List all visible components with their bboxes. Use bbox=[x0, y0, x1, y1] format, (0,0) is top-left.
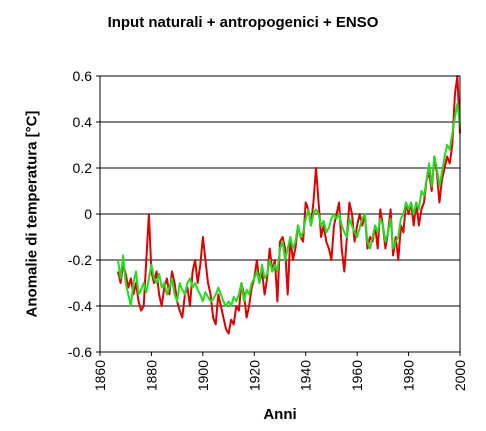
x-tick-label: 1880 bbox=[143, 360, 159, 391]
x-tick-label: 1940 bbox=[298, 360, 314, 391]
series-line-green bbox=[117, 102, 461, 307]
y-axis-ticks: 0.6 0.4 0.2 0 -0.2 -0.4 -0.6 bbox=[68, 68, 100, 360]
x-axis-label: Anni bbox=[263, 406, 297, 423]
y-tick-label: -0.4 bbox=[68, 298, 92, 314]
series-line-red bbox=[117, 75, 461, 335]
y-tick-label: 0.6 bbox=[73, 68, 93, 84]
x-tick-label: 2000 bbox=[452, 360, 468, 391]
x-tick-label: 1860 bbox=[92, 360, 108, 391]
x-tick-label: 1980 bbox=[401, 360, 417, 391]
y-tick-label: -0.2 bbox=[68, 252, 92, 268]
y-tick-label: 0.2 bbox=[73, 160, 93, 176]
plot-frame bbox=[99, 75, 461, 353]
x-axis-ticks: 1860 1880 1900 1920 1940 1960 1980 2000 bbox=[92, 352, 468, 391]
x-tick-label: 1900 bbox=[195, 360, 211, 391]
y-tick-label: 0.4 bbox=[73, 114, 93, 130]
x-tick-label: 1920 bbox=[246, 360, 262, 391]
data-series bbox=[117, 75, 461, 335]
x-tick-label: 1960 bbox=[349, 360, 365, 391]
y-tick-label: -0.6 bbox=[68, 344, 92, 360]
y-tick-label: 0 bbox=[84, 206, 92, 222]
chart-title: Input naturali + antropogenici + ENSO bbox=[107, 14, 379, 31]
